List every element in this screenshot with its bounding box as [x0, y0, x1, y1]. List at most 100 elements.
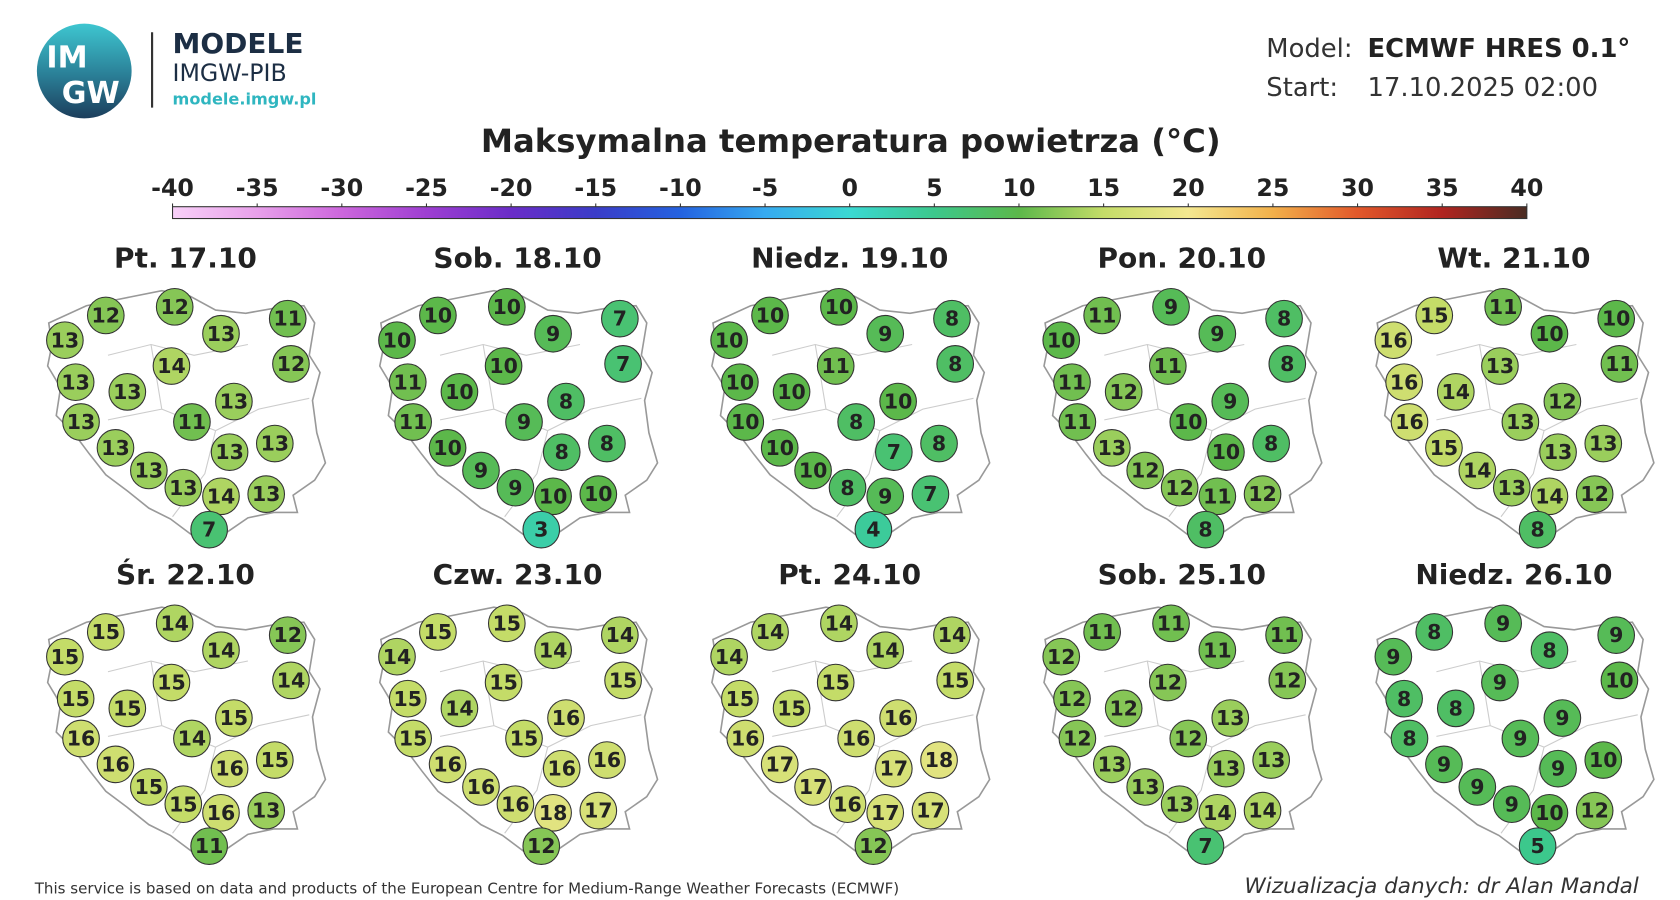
station-marker [1152, 287, 1190, 326]
station-value: 9 [1223, 390, 1237, 414]
station-value: 8 [600, 432, 614, 456]
station-marker [1169, 719, 1208, 758]
station-value: 9 [517, 410, 531, 434]
station-value: 13 [1216, 706, 1244, 730]
station-marker [378, 321, 416, 360]
station-marker [268, 616, 307, 655]
station-marker [130, 768, 168, 806]
station-value: 10 [1535, 801, 1563, 825]
colorbar-tick-label: 30 [1341, 174, 1374, 202]
station-value: 14 [383, 645, 411, 669]
station-marker [1252, 741, 1290, 779]
station-marker [1600, 661, 1639, 700]
station-value: 16 [101, 752, 129, 776]
station-marker [86, 296, 125, 335]
station-value: 12 [160, 295, 188, 319]
station-marker [487, 604, 526, 643]
station-value: 13 [51, 328, 79, 352]
station-value: 13 [220, 390, 248, 414]
station-value: 9 [1493, 671, 1507, 695]
station-value: 7 [616, 352, 630, 376]
station-value: 12 [1058, 687, 1086, 711]
station-marker [1458, 768, 1497, 806]
station-value: 10 [493, 295, 521, 319]
station-value: 10 [489, 354, 517, 378]
station-value: 8 [932, 432, 946, 456]
station-marker [604, 345, 642, 383]
station-marker [1543, 382, 1582, 421]
station-marker [496, 468, 535, 507]
credit: Wizualizacja danych: dr Alan Mandal [1244, 874, 1638, 899]
station-marker [1415, 613, 1454, 651]
station-value: 10 [825, 295, 853, 319]
station-value: 12 [92, 304, 120, 328]
station-marker [440, 373, 479, 411]
station-value: 15 [777, 696, 805, 720]
station-marker [46, 321, 84, 360]
station-value: 13 [101, 436, 129, 460]
station-value: 10 [445, 380, 473, 404]
colorbar-tick-label: -25 [405, 174, 448, 202]
colorbar-tick-label: -35 [236, 174, 279, 202]
station-value: 9 [474, 459, 488, 483]
station-marker [484, 663, 523, 702]
station-value: 8 [948, 352, 962, 376]
station-value: 9 [1555, 706, 1569, 730]
station-marker [1042, 321, 1081, 360]
station-marker [378, 637, 416, 676]
station-value: 12 [1548, 390, 1576, 414]
station-marker [1484, 604, 1522, 643]
station-marker [936, 661, 975, 700]
station-marker [394, 403, 432, 441]
station-marker [130, 451, 168, 490]
station-value: 4 [866, 518, 880, 542]
station-value: 13 [207, 322, 235, 346]
station-value: 15 [61, 687, 89, 711]
station-marker [388, 679, 427, 718]
station-value: 12 [1047, 645, 1075, 669]
station-marker [721, 363, 759, 402]
station-value: 16 [731, 727, 759, 751]
station-marker [1243, 475, 1282, 513]
station-value: 7 [887, 440, 901, 464]
station-value: 13 [67, 410, 95, 434]
station-value: 17 [799, 775, 827, 799]
station-value: 12 [859, 834, 887, 858]
station-value: 8 [1402, 727, 1416, 751]
station-value: 10 [726, 370, 754, 394]
station-marker [1481, 663, 1519, 702]
station-marker [62, 719, 100, 758]
station-marker [1083, 613, 1121, 651]
station-marker [721, 679, 759, 718]
day-label: Wt. 21.10 [1437, 241, 1590, 274]
station-value: 10 [1212, 440, 1240, 464]
station-marker [1243, 791, 1282, 830]
station-marker [911, 791, 950, 830]
station-marker [1425, 745, 1463, 784]
station-value: 8 [555, 440, 569, 464]
station-value: 13 [1498, 476, 1526, 500]
colorbar-tick-label: -20 [490, 174, 533, 202]
station-value: 13 [261, 432, 289, 456]
station-value: 16 [501, 792, 529, 816]
station-marker [462, 768, 500, 806]
station-marker [272, 661, 310, 700]
station-marker [1083, 296, 1121, 335]
station-value: 12 [277, 352, 305, 376]
station-marker [794, 768, 832, 806]
station-marker [1436, 373, 1475, 411]
station-marker [1169, 403, 1208, 441]
station-value: 10 [731, 410, 759, 434]
station-marker [936, 345, 975, 383]
station-value: 16 [207, 801, 235, 825]
station-marker [854, 827, 893, 866]
station-value: 15 [510, 727, 538, 751]
colorbar-tick-label: 35 [1426, 174, 1459, 202]
station-marker [173, 719, 211, 758]
station-marker [837, 719, 875, 758]
station-value: 16 [842, 727, 870, 751]
station-value: 10 [777, 380, 805, 404]
station-value: 15 [394, 687, 422, 711]
station-marker [1374, 637, 1413, 676]
station-marker [751, 296, 789, 335]
